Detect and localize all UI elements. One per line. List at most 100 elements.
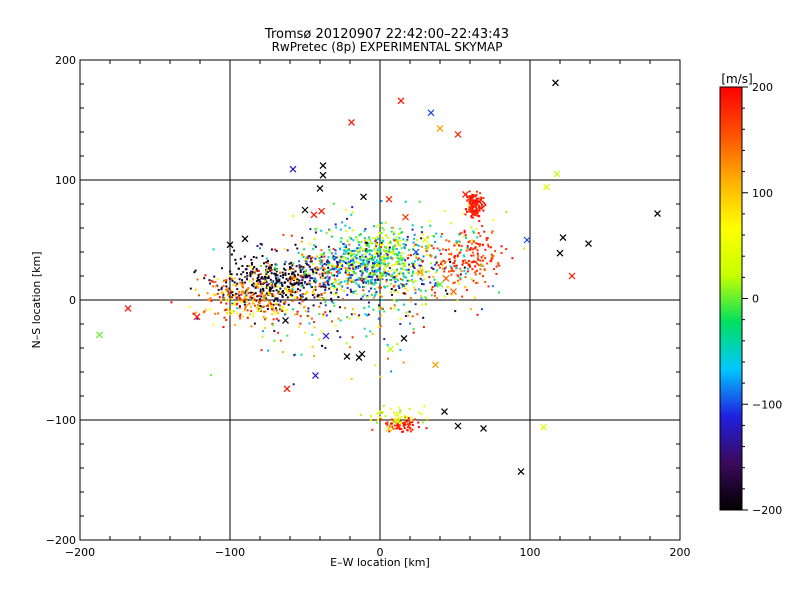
scatter-point: [207, 298, 210, 301]
scatter-point: [292, 262, 295, 265]
scatter-point: [379, 252, 382, 255]
scatter-point: [288, 290, 291, 293]
scatter-point: [319, 267, 322, 270]
scatter-point: [414, 243, 417, 246]
scatter-point: [359, 278, 362, 281]
scatter-point: [411, 228, 414, 231]
scatter-point: [380, 272, 383, 275]
scatter-point: [351, 250, 354, 252]
scatter-point: [360, 274, 363, 277]
scatter-point: [469, 247, 472, 250]
scatter-point: [276, 300, 279, 302]
scatter-point: [398, 424, 401, 427]
scatter-point: [474, 261, 477, 264]
scatter-point: [304, 331, 306, 334]
scatter-point: [347, 264, 350, 267]
scatter-point: [358, 286, 361, 288]
scatter-point: [344, 306, 346, 309]
scatter-point: [475, 214, 478, 217]
scatter-point: [328, 277, 331, 280]
scatter-cross: [385, 195, 393, 203]
scatter-point: [404, 259, 407, 262]
scatter-point: [399, 317, 402, 320]
scatter-point: [375, 245, 378, 248]
scatter-point: [255, 256, 258, 259]
scatter-point: [288, 269, 291, 272]
scatter-point: [486, 262, 489, 265]
scatter-point: [357, 250, 359, 253]
scatter-point: [394, 289, 397, 292]
scatter-point: [421, 233, 424, 236]
scatter-point: [313, 354, 315, 357]
scatter-point: [438, 266, 441, 269]
scatter-point: [249, 291, 252, 294]
scatter-point: [260, 299, 263, 302]
scatter-point: [271, 313, 274, 316]
scatter-point: [360, 246, 363, 249]
scatter-point: [396, 422, 399, 425]
scatter-point: [478, 220, 481, 222]
scatter-point: [264, 277, 267, 280]
scatter-point: [325, 232, 328, 234]
scatter-point: [257, 300, 260, 303]
scatter-point: [346, 316, 349, 319]
scatter-point: [382, 262, 385, 265]
scatter-point: [404, 287, 407, 290]
scatter-point: [386, 255, 389, 258]
scatter-point: [394, 243, 397, 246]
scatter-point: [269, 287, 272, 290]
scatter-point: [303, 272, 306, 275]
scatter-point: [420, 237, 422, 240]
scatter-point: [262, 277, 265, 280]
scatter-point: [305, 258, 308, 261]
scatter-point: [410, 254, 412, 257]
scatter-point: [223, 309, 226, 312]
scatter-point: [281, 294, 284, 297]
scatter-point: [234, 324, 236, 326]
scatter-point: [351, 211, 354, 214]
scatter-point: [385, 280, 388, 283]
scatter-point: [193, 271, 196, 274]
scatter-point: [459, 251, 462, 254]
scatter-point: [432, 275, 435, 278]
scatter-point: [267, 282, 270, 285]
scatter-point: [419, 277, 422, 280]
scatter-point: [328, 271, 330, 274]
scatter-point: [338, 266, 341, 269]
scatter-point: [457, 275, 460, 278]
scatter-point: [463, 266, 466, 269]
scatter-point: [380, 200, 383, 203]
scatter-point: [454, 310, 457, 313]
scatter-point: [406, 429, 409, 432]
scatter-point: [481, 206, 483, 209]
scatter-point: [381, 242, 383, 244]
scatter-point: [464, 259, 467, 262]
scatter-point: [392, 420, 395, 423]
scatter-point: [326, 275, 329, 278]
scatter-point: [227, 298, 230, 301]
scatter-point: [272, 303, 275, 306]
scatter-point: [231, 302, 234, 305]
scatter-point: [283, 267, 286, 270]
scatter-point: [274, 312, 277, 315]
scatter-point: [256, 245, 259, 247]
scatter-point: [232, 302, 235, 305]
scatter-point: [409, 421, 412, 424]
scatter-point: [279, 300, 282, 303]
scatter-point: [299, 269, 302, 272]
scatter-point: [478, 206, 480, 209]
scatter-point: [382, 271, 385, 274]
scatter-point: [301, 294, 303, 297]
scatter-point: [384, 271, 387, 274]
scatter-point: [202, 311, 205, 314]
scatter-point: [416, 258, 419, 261]
scatter-point: [266, 269, 269, 271]
scatter-point: [364, 278, 367, 281]
scatter-point: [448, 248, 450, 251]
scatter-point: [358, 257, 361, 259]
scatter-point: [350, 290, 353, 293]
scatter-point: [379, 314, 382, 317]
scatter-point: [341, 265, 344, 268]
scatter-point: [340, 268, 343, 270]
scatter-point: [406, 235, 409, 238]
